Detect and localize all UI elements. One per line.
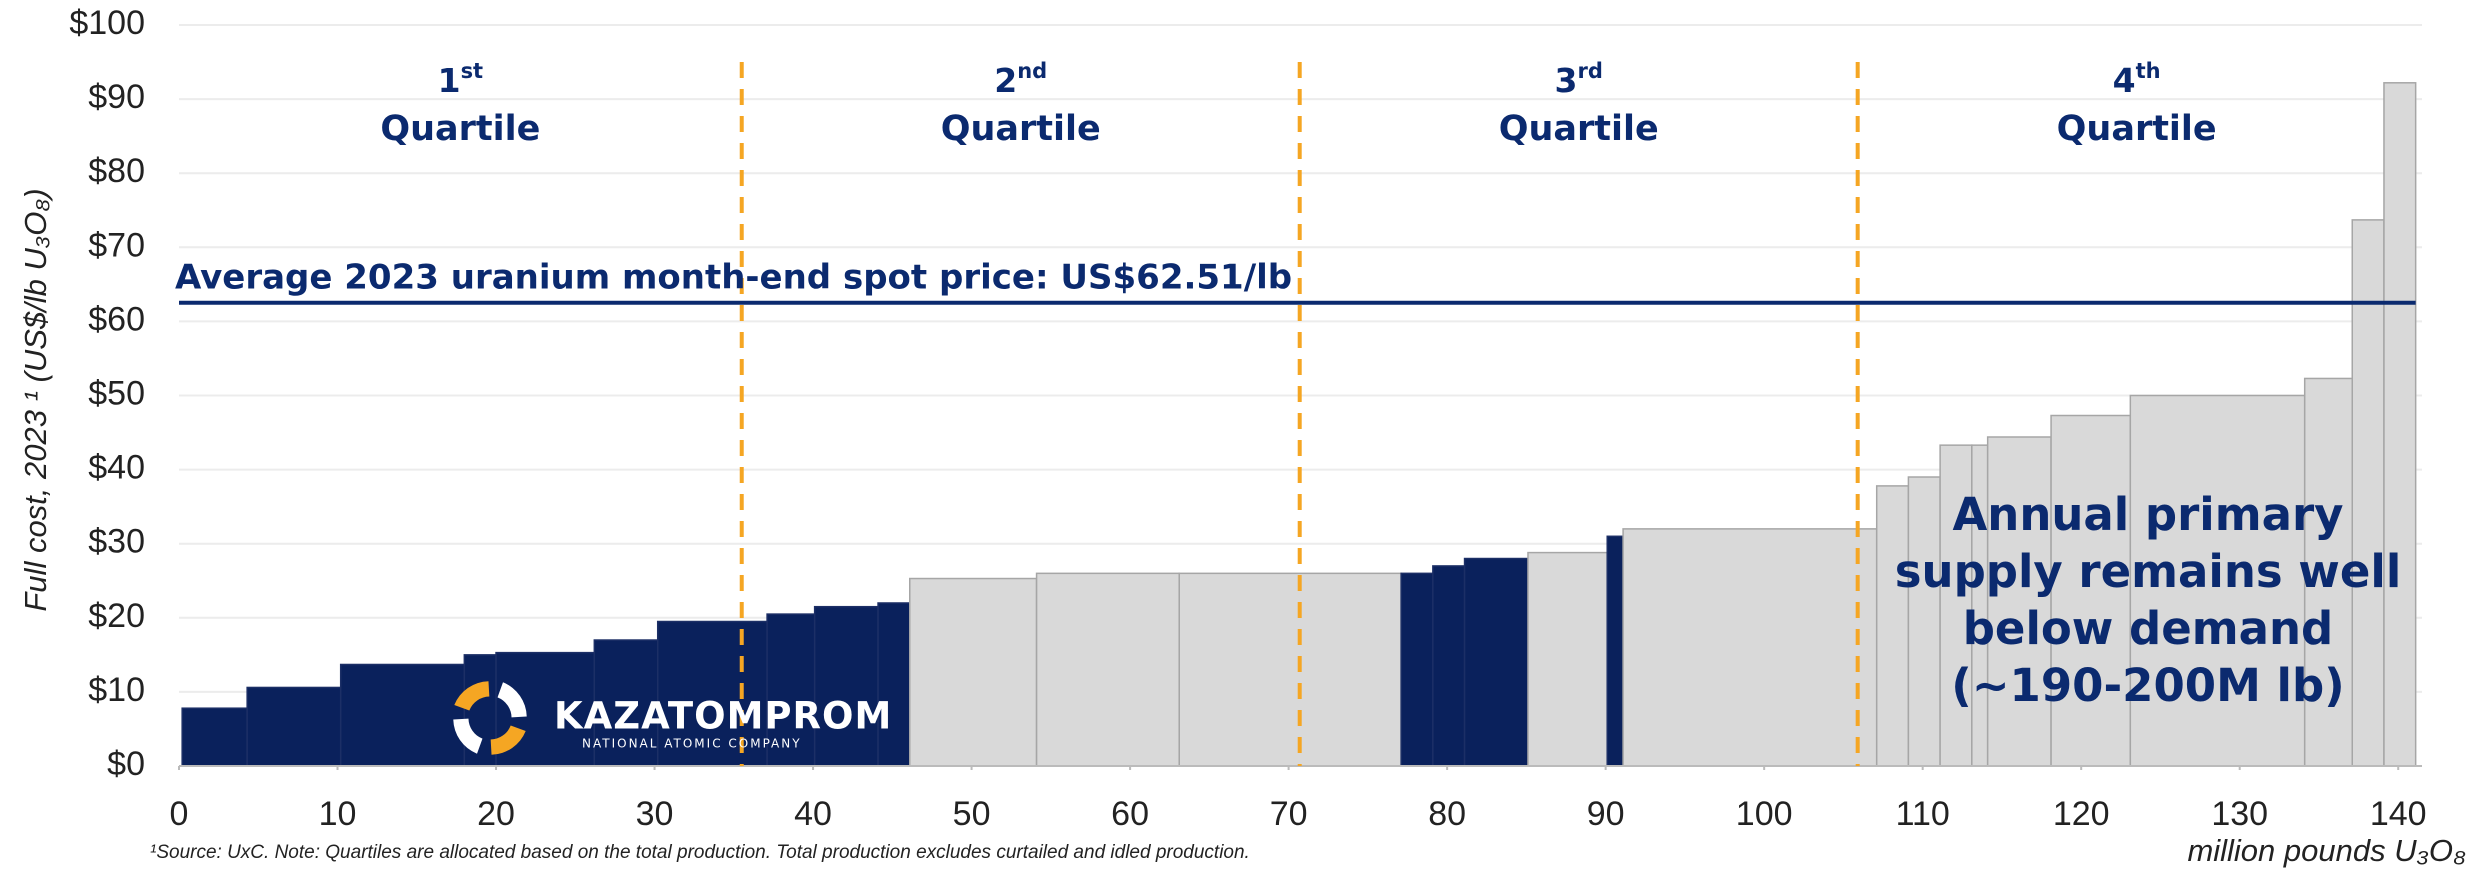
bar bbox=[339, 663, 466, 767]
quartile-suffix: nd bbox=[1017, 59, 1047, 83]
logo-icon-arc bbox=[497, 682, 527, 718]
bar bbox=[656, 620, 768, 767]
x-tick-label: 100 bbox=[1736, 795, 1793, 833]
logo-tagline: NATIONAL ATOMIC COMPANY bbox=[582, 737, 802, 751]
bar bbox=[2050, 414, 2132, 767]
quartile-word: Quartile bbox=[941, 109, 1101, 149]
x-tick-label: 70 bbox=[1270, 795, 1308, 833]
quartile-number-digit: 1 bbox=[438, 61, 461, 100]
bar bbox=[1463, 557, 1529, 767]
x-tick-label: 60 bbox=[1111, 795, 1149, 833]
bar bbox=[1527, 551, 1608, 767]
bar bbox=[246, 686, 342, 767]
bar bbox=[877, 602, 911, 767]
bar bbox=[181, 707, 248, 767]
footnote: ¹Source: UxC. Note: Quartiles are alloca… bbox=[150, 842, 1250, 863]
y-tick-label: $30 bbox=[88, 523, 145, 561]
annotation-line: below demand bbox=[1963, 602, 2334, 655]
y-tick-label: $80 bbox=[88, 152, 145, 190]
quartile-suffix: st bbox=[461, 59, 484, 83]
x-tick-label: 110 bbox=[1896, 795, 1950, 833]
x-tick-label: 80 bbox=[1428, 795, 1466, 833]
spot-price-label: Average 2023 uranium month-end spot pric… bbox=[175, 257, 1292, 297]
bar bbox=[813, 605, 879, 767]
quartile-number-digit: 3 bbox=[1555, 61, 1578, 100]
y-tick-label: $20 bbox=[88, 597, 145, 635]
x-tick-label: 130 bbox=[2211, 795, 2268, 833]
y-tick-label: $50 bbox=[88, 374, 145, 412]
x-tick-label: 50 bbox=[953, 795, 991, 833]
logo-icon-arc bbox=[453, 718, 483, 754]
bar bbox=[1432, 565, 1466, 767]
annotation-line: supply remains well bbox=[1895, 545, 2402, 598]
bar bbox=[1400, 572, 1434, 767]
quartile-word: Quartile bbox=[2057, 109, 2217, 149]
x-tick-label: 90 bbox=[1587, 795, 1625, 833]
quartile-word: Quartile bbox=[380, 109, 540, 149]
y-tick-label: $60 bbox=[88, 300, 145, 338]
x-tick-label: 140 bbox=[2370, 795, 2427, 833]
bar bbox=[1939, 444, 1973, 767]
quartile-number-digit: 2 bbox=[994, 61, 1017, 100]
y-tick-label: $0 bbox=[107, 745, 145, 783]
bar bbox=[2303, 377, 2354, 767]
quartile-number: 2nd bbox=[994, 59, 1047, 100]
y-tick-label: $100 bbox=[69, 4, 145, 42]
y-axis-label: Full cost, 2023 ¹ (US$/lb U₃O₈) bbox=[18, 188, 53, 611]
x-tick-label: 120 bbox=[2053, 795, 2110, 833]
bar bbox=[1986, 436, 2052, 767]
bar bbox=[1178, 572, 1402, 767]
quartile-suffix: rd bbox=[1577, 59, 1602, 83]
quartile-number: 3rd bbox=[1555, 59, 1603, 100]
logo-name: KAZATOMPROM bbox=[554, 695, 892, 738]
logo-icon-arc bbox=[490, 725, 526, 755]
bar bbox=[909, 577, 1038, 767]
bar bbox=[1907, 476, 1941, 767]
y-tick-label: $40 bbox=[88, 449, 145, 487]
quartile-number-digit: 4 bbox=[2113, 61, 2136, 100]
x-tick-label: 40 bbox=[794, 795, 832, 833]
bar bbox=[1622, 528, 1878, 767]
quartile-number: 4th bbox=[2113, 59, 2161, 100]
y-tick-label: $70 bbox=[88, 226, 145, 264]
logo-icon-arc bbox=[454, 681, 490, 711]
x-tick-label: 20 bbox=[477, 795, 515, 833]
x-tick-label: 30 bbox=[636, 795, 674, 833]
quartile-suffix: th bbox=[2136, 59, 2161, 83]
bar bbox=[2129, 394, 2306, 767]
annotation-line: (~190-200M lb) bbox=[1951, 659, 2344, 712]
y-tick-label: $10 bbox=[88, 671, 145, 709]
annotation-line: Annual primary bbox=[1952, 488, 2343, 541]
x-axis-label: million pounds U₃O₈ bbox=[2187, 833, 2466, 868]
bar bbox=[2383, 82, 2417, 767]
bar bbox=[1875, 485, 1910, 767]
y-tick-label: $90 bbox=[88, 78, 145, 116]
bar bbox=[2351, 219, 2385, 767]
quartile-word: Quartile bbox=[1499, 109, 1659, 149]
quartile-number: 1st bbox=[438, 59, 484, 100]
x-tick-label: 10 bbox=[319, 795, 357, 833]
x-tick-label: 0 bbox=[170, 795, 189, 833]
bar bbox=[1035, 572, 1180, 767]
bar bbox=[1606, 535, 1624, 767]
